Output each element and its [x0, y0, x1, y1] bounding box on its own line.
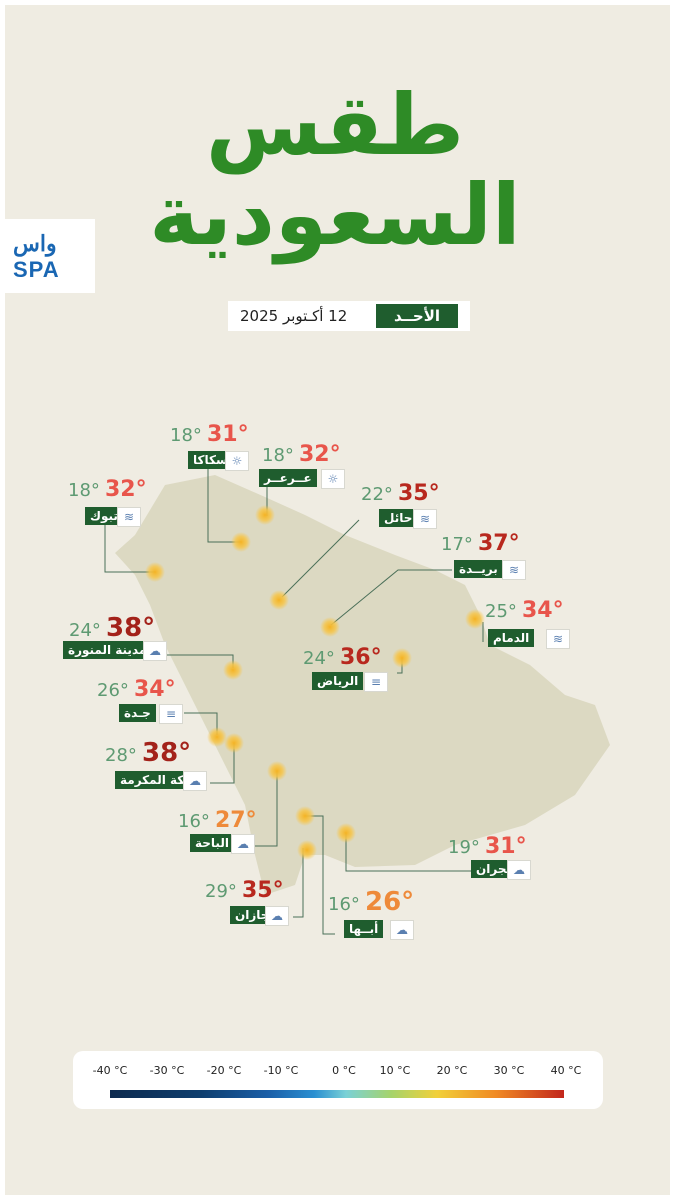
marker-hail: [269, 590, 289, 610]
marker-madinah: [223, 660, 243, 680]
wind-icon: ≋: [117, 507, 141, 527]
marker-jazan: [297, 840, 317, 860]
marker-buraidah: [320, 617, 340, 637]
marker-dammam: [465, 609, 485, 629]
max-temp: 35°: [242, 878, 284, 903]
min-temp: 18°: [170, 425, 202, 446]
legend-tick: 30 °C: [493, 1064, 525, 1077]
marker-najran: [336, 823, 356, 843]
city-name-label: نجران: [471, 860, 516, 878]
marker-albaha: [267, 761, 287, 781]
title-line-2: السعودية: [149, 166, 521, 264]
wind-icon: ≋: [413, 509, 437, 529]
marker-jeddah: [207, 727, 227, 747]
legend-tick: 10 °C: [379, 1064, 411, 1077]
min-temp: 16°: [328, 894, 360, 915]
min-temp: 18°: [68, 480, 100, 501]
city-name-label: أبــها: [344, 920, 384, 938]
logo-latin-text: SPA: [13, 257, 60, 282]
city-name-label: تبوك: [85, 507, 123, 525]
max-temp: 32°: [105, 477, 147, 502]
city-name-label: جـدة: [119, 704, 156, 722]
city-name-label: حائل: [379, 509, 418, 527]
legend-tick: 40 °C: [550, 1064, 582, 1077]
storm-icon: ☁: [143, 641, 167, 661]
max-temp: 31°: [485, 834, 527, 859]
legend-tick: -30 °C: [149, 1064, 185, 1077]
legend-tick: -10 °C: [263, 1064, 299, 1077]
wind-icon: ≋: [546, 629, 570, 649]
city-name-label: مكة المكرمة: [115, 771, 197, 789]
marker-tabuk: [145, 562, 165, 582]
city-name-label: الدمام: [488, 629, 535, 647]
legend-tick: 0 °C: [332, 1064, 356, 1077]
marker-riyadh: [392, 648, 412, 668]
temperature-legend: -40 °C -30 °C -20 °C -10 °C 0 °C 10 °C 2…: [73, 1051, 603, 1109]
fog-icon: ≡: [364, 672, 388, 692]
logo-arabic-text: واس: [13, 231, 57, 256]
storm-icon: ☁: [231, 834, 255, 854]
fog-icon: ≡: [159, 704, 183, 724]
max-temp: 32°: [299, 442, 341, 467]
storm-icon: ☁: [390, 920, 414, 940]
max-temp: 36°: [340, 645, 382, 670]
city-name-label: جازان: [230, 906, 275, 924]
min-temp: 17°: [441, 534, 473, 555]
min-temp: 19°: [448, 837, 480, 858]
marker-arar: [255, 505, 275, 525]
marker-abha: [295, 806, 315, 826]
max-temp: 38°: [106, 613, 156, 643]
wind-icon: ≋: [502, 560, 526, 580]
min-temp: 29°: [205, 881, 237, 902]
city-name-label: المدينة المنورة: [63, 641, 161, 659]
sun-icon: ☼: [321, 469, 345, 489]
spa-logo: واس SPA: [5, 219, 95, 293]
city-name-label: الباحة: [190, 834, 234, 852]
date-bar: الأحــد 12 أكـتوبر 2025: [228, 301, 470, 331]
city-name-label: الرياض: [312, 672, 364, 690]
min-temp: 24°: [303, 648, 335, 669]
legend-tick: -20 °C: [206, 1064, 242, 1077]
legend-tick: 20 °C: [436, 1064, 468, 1077]
storm-icon: ☁: [265, 906, 289, 926]
infographic-canvas: طقس السعودية واس SPA الأحــد 12 أكـتوبر …: [5, 5, 670, 1195]
date-label: 12 أكـتوبر 2025: [240, 307, 348, 325]
legend-tick: -40 °C: [92, 1064, 128, 1077]
min-temp: 16°: [178, 811, 210, 832]
storm-icon: ☁: [183, 771, 207, 791]
storm-icon: ☁: [507, 860, 531, 880]
saudi-map: [104, 468, 610, 935]
city-name-label: عــرعــر: [259, 469, 317, 487]
max-temp: 31°: [207, 422, 249, 447]
max-temp: 26°: [365, 887, 415, 917]
title-line-1: طقس: [205, 76, 465, 174]
max-temp: 34°: [134, 677, 176, 702]
day-label: الأحــد: [376, 304, 458, 328]
min-temp: 26°: [97, 680, 129, 701]
min-temp: 25°: [485, 601, 517, 622]
city-markers: [145, 505, 485, 860]
sun-icon: ☼: [225, 451, 249, 471]
max-temp: 35°: [398, 481, 440, 506]
city-name-label: بريــدة: [454, 560, 503, 578]
city-name-label: سكاكا: [188, 451, 233, 469]
marker-makkah: [224, 733, 244, 753]
marker-sakaka: [231, 532, 251, 552]
max-temp: 34°: [522, 598, 564, 623]
legend-color-bar: [110, 1090, 564, 1098]
min-temp: 24°: [69, 620, 101, 641]
min-temp: 22°: [361, 484, 393, 505]
max-temp: 38°: [142, 738, 192, 768]
min-temp: 18°: [262, 445, 294, 466]
max-temp: 37°: [478, 531, 520, 556]
max-temp: 27°: [215, 808, 257, 833]
min-temp: 28°: [105, 745, 137, 766]
